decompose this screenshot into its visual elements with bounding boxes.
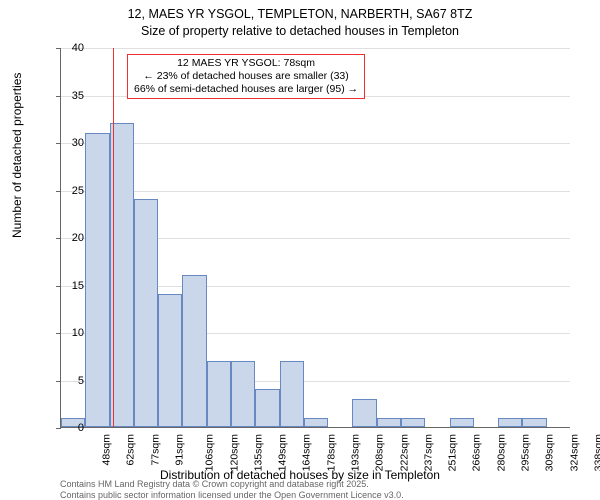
histogram-bar [231, 361, 255, 428]
x-tick-label: 91sqm [174, 434, 186, 466]
annotation-line: 66% of semi-detached houses are larger (… [134, 83, 358, 96]
histogram-bar [207, 361, 231, 428]
footer-line-2: Contains public sector information licen… [60, 490, 404, 500]
x-tick-label: 120sqm [228, 434, 240, 471]
x-tick-label: 178sqm [325, 434, 337, 471]
gridline [61, 143, 570, 144]
gridline [61, 191, 570, 192]
histogram-bar [498, 418, 522, 428]
x-tick-label: 164sqm [301, 434, 313, 471]
histogram-bar [304, 418, 328, 428]
footer-line-1: Contains HM Land Registry data © Crown c… [60, 479, 404, 489]
histogram-bar [85, 133, 109, 428]
histogram-bar [255, 389, 279, 427]
y-tick-label: 30 [54, 137, 84, 149]
x-tick-label: 338sqm [592, 434, 600, 471]
y-tick-label: 20 [54, 232, 84, 244]
x-tick-label: 106sqm [204, 434, 216, 471]
histogram-bar [158, 294, 182, 427]
x-tick-label: 77sqm [149, 434, 161, 466]
x-tick-label: 251sqm [447, 434, 459, 471]
annotation-line: ← 23% of detached houses are smaller (33… [134, 70, 358, 83]
y-tick-label: 10 [54, 327, 84, 339]
x-tick-label: 149sqm [277, 434, 289, 471]
x-tick-label: 48sqm [101, 434, 113, 466]
histogram-bar [182, 275, 206, 427]
y-tick-label: 40 [54, 42, 84, 54]
x-tick-label: 237sqm [422, 434, 434, 471]
histogram-bar [522, 418, 546, 428]
x-tick-label: 193sqm [349, 434, 361, 471]
attribution-footer: Contains HM Land Registry data © Crown c… [60, 479, 404, 500]
x-tick-label: 135sqm [252, 434, 264, 471]
title-line-2: Size of property relative to detached ho… [0, 23, 600, 40]
annotation-callout: 12 MAES YR YSGOL: 78sqm← 23% of detached… [127, 54, 365, 99]
x-tick-label: 222sqm [398, 434, 410, 471]
x-tick-label: 280sqm [495, 434, 507, 471]
annotation-line: 12 MAES YR YSGOL: 78sqm [134, 57, 358, 70]
y-tick-label: 5 [54, 375, 84, 387]
histogram-bar [401, 418, 425, 428]
histogram-plot: 12 MAES YR YSGOL: 78sqm← 23% of detached… [60, 48, 570, 428]
y-tick-label: 15 [54, 280, 84, 292]
x-tick-label: 295sqm [519, 434, 531, 471]
x-tick-label: 324sqm [568, 434, 580, 471]
gridline [61, 48, 570, 49]
x-tick-label: 208sqm [374, 434, 386, 471]
x-tick-label: 309sqm [544, 434, 556, 471]
y-tick-label: 35 [54, 90, 84, 102]
histogram-bar [280, 361, 304, 428]
y-tick-label: 0 [54, 422, 84, 434]
x-tick-label: 266sqm [471, 434, 483, 471]
chart-title: 12, MAES YR YSGOL, TEMPLETON, NARBERTH, … [0, 0, 600, 40]
x-tick-label: 62sqm [125, 434, 137, 466]
y-axis-label: Number of detached properties [10, 73, 24, 238]
histogram-bar [450, 418, 474, 428]
property-marker-line [113, 48, 114, 427]
y-tick-label: 25 [54, 185, 84, 197]
title-line-1: 12, MAES YR YSGOL, TEMPLETON, NARBERTH, … [0, 6, 600, 23]
histogram-bar [377, 418, 401, 428]
histogram-bar [352, 399, 376, 428]
histogram-bar [134, 199, 158, 427]
